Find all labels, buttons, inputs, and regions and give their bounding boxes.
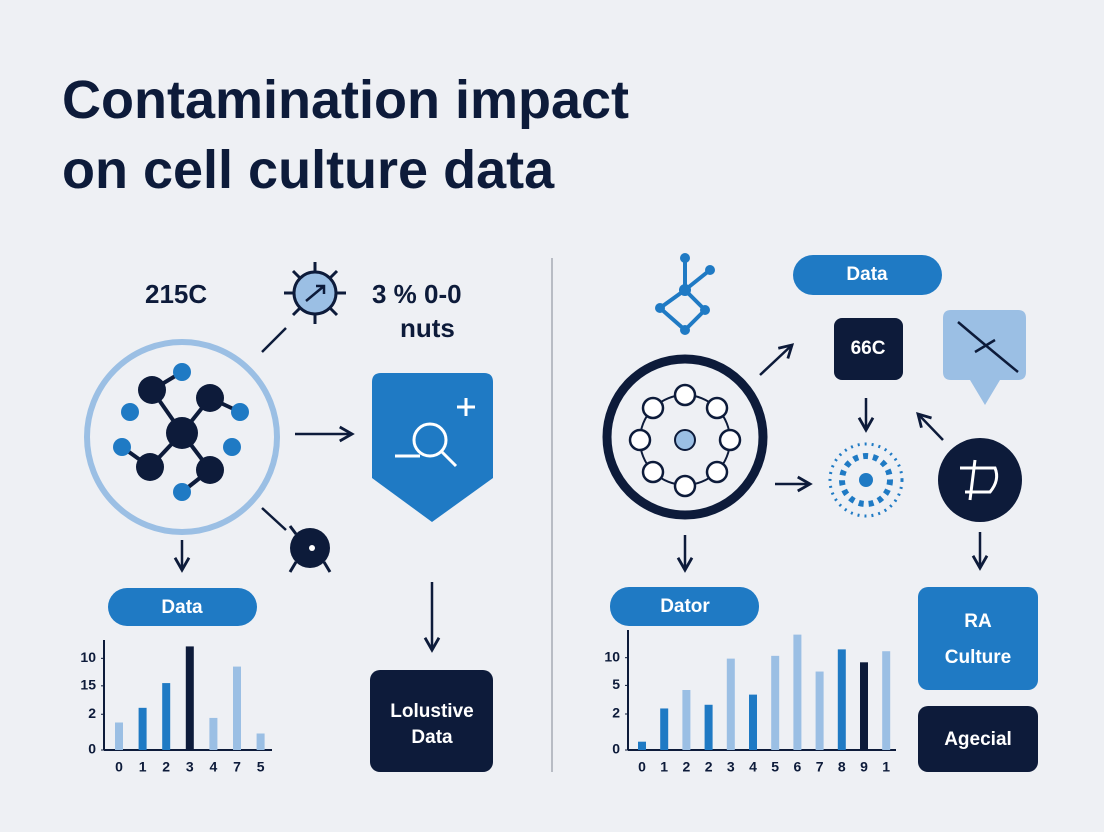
box-label: Culture [945, 647, 1012, 668]
bar [682, 690, 691, 750]
pill-label: Dator [660, 596, 710, 617]
x-tick-label: 3 [727, 759, 735, 775]
bar [882, 651, 891, 750]
label: 215C [145, 279, 207, 309]
bar [815, 671, 824, 750]
y-tick-label: 5 [612, 676, 620, 692]
bar [138, 707, 147, 750]
shield-icon [372, 373, 493, 522]
title-line: on cell culture data [62, 140, 555, 200]
arrow [916, 411, 944, 441]
bar [185, 646, 194, 750]
box [918, 706, 1038, 772]
network-nodes [136, 376, 224, 484]
particle-burst [828, 442, 904, 518]
box [918, 587, 1038, 690]
x-tick-label: 0 [115, 759, 123, 775]
bar [233, 666, 241, 750]
x-tick-label: 2 [683, 759, 691, 775]
x-tick-label: 0 [638, 759, 646, 775]
y-tick-label: 0 [88, 741, 96, 757]
pill-label: Data [161, 597, 203, 618]
bar [837, 649, 846, 750]
data-pill [793, 255, 942, 295]
y-tick-label: 2 [612, 705, 620, 721]
bubble-glyph [957, 321, 1019, 373]
x-tick-label: 3 [186, 759, 194, 775]
bar [726, 658, 735, 750]
y-tick-label: 10 [604, 648, 620, 664]
box-label: 66C [851, 338, 886, 359]
arrow [759, 343, 795, 376]
y-tick-label: 15 [80, 677, 96, 693]
shield-glyph [395, 398, 475, 468]
x-tick-label: 6 [794, 759, 802, 775]
x-tick-label: 2 [705, 759, 713, 775]
icon-glyph [960, 459, 999, 501]
box-label: Agecial [944, 729, 1012, 750]
bar [256, 733, 265, 750]
box-label: RA [964, 611, 992, 632]
bar [209, 717, 218, 750]
x-tick-label: 7 [816, 759, 824, 775]
x-tick-label: 5 [771, 759, 779, 775]
dark-icon [938, 438, 1022, 522]
x-tick-label: 4 [210, 759, 218, 775]
pill [610, 587, 759, 626]
cell-ring [84, 339, 280, 535]
y-tick-label: 0 [612, 741, 620, 757]
core [674, 429, 696, 451]
box-label: Data [411, 727, 453, 748]
x-tick-label: 9 [860, 759, 868, 775]
bar [115, 722, 123, 750]
pill-label: Data [846, 264, 888, 285]
data-pill [108, 588, 257, 626]
title-line: Contamination impact [62, 70, 629, 130]
bar [704, 704, 713, 750]
x-tick-label: 7 [233, 759, 241, 775]
bar [162, 683, 171, 750]
label: 3 % 0-0 [372, 279, 462, 309]
bar [860, 662, 868, 750]
bar [638, 741, 646, 750]
y-tick-label: 2 [88, 705, 96, 721]
x-tick-label: 8 [838, 759, 846, 775]
bar [771, 655, 780, 750]
x-tick-label: 1 [139, 759, 147, 775]
result-box [370, 670, 493, 772]
label: nuts [400, 313, 455, 343]
molecule-icon [655, 253, 715, 335]
connector [261, 507, 287, 531]
x-tick-label: 2 [162, 759, 170, 775]
box-label: Lolustive [390, 701, 473, 722]
bacteria-icon [288, 525, 332, 573]
box [834, 318, 903, 380]
x-tick-label: 5 [257, 759, 265, 775]
x-tick-label: 1 [660, 759, 668, 775]
x-tick-label: 1 [882, 759, 890, 775]
ring-nodes [628, 383, 742, 498]
x-tick-label: 4 [749, 759, 757, 775]
cell-ring [602, 354, 768, 520]
right-panel: Data 66C Dator RA Culture Agecial 0 2 5 10 0… [602, 253, 1038, 775]
bar [793, 634, 802, 750]
left-panel: 215C 3 % 0-0 nuts Data Lolustive Data 0 2… [80, 262, 493, 775]
bar [660, 708, 669, 750]
virus-icon [284, 262, 346, 324]
connector [261, 327, 287, 353]
speech-bubble [943, 310, 1026, 405]
network-small-nodes [113, 363, 249, 501]
bar [749, 694, 757, 750]
y-tick-label: 10 [80, 649, 96, 665]
